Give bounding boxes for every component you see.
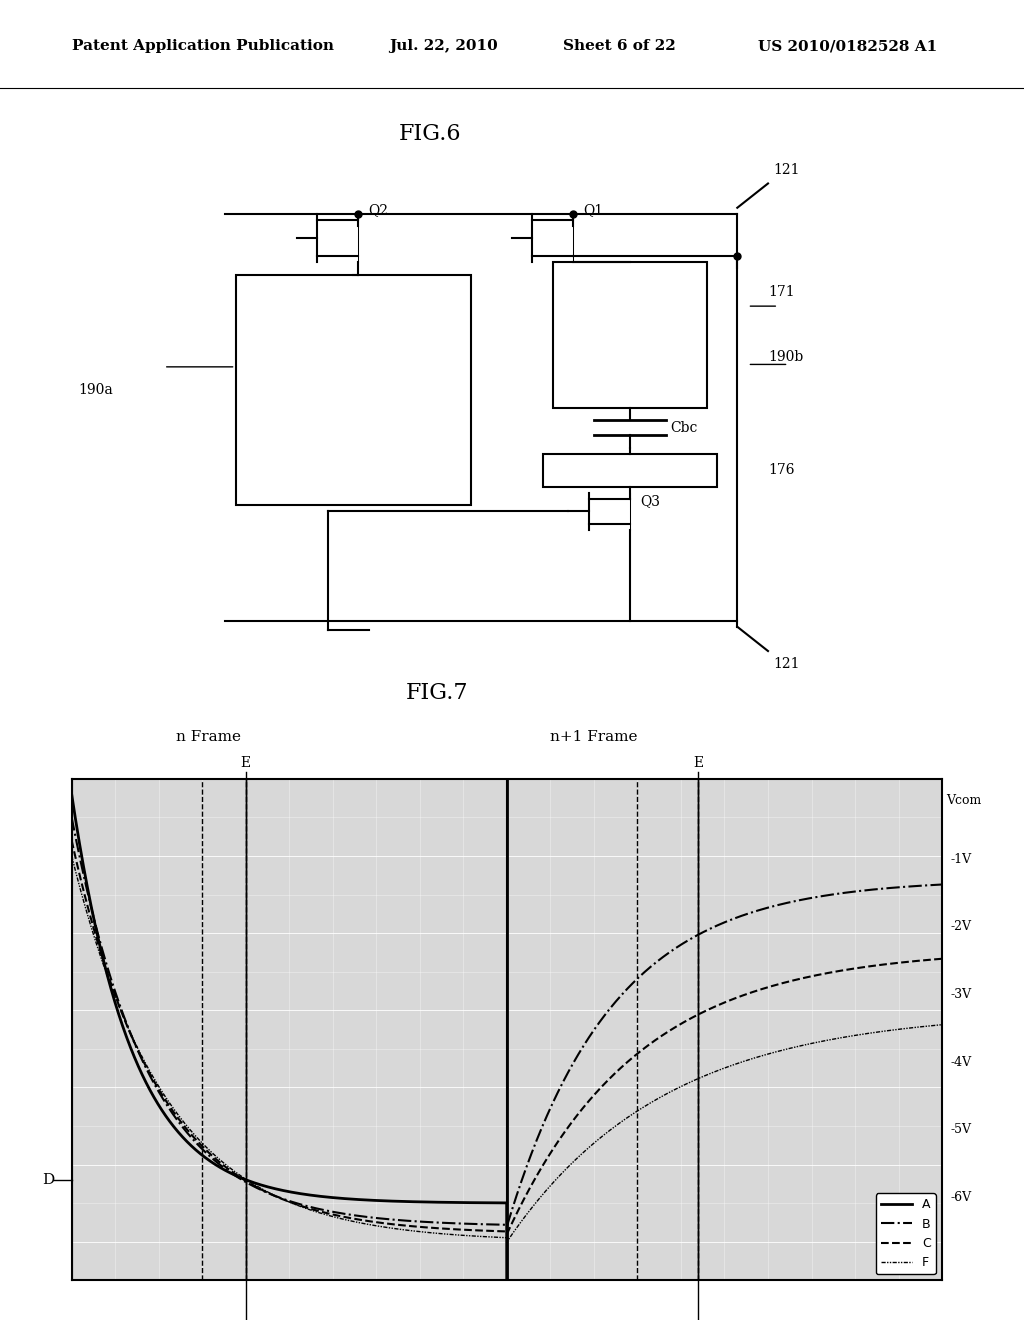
Bar	[543, 454, 717, 487]
F	[936, 1016, 948, 1032]
F	[466, 1228, 478, 1243]
Text: Cbc: Cbc	[671, 421, 698, 434]
A	[466, 1195, 478, 1210]
Text: D: D	[42, 1173, 54, 1187]
B	[910, 878, 923, 894]
Line: B: B	[72, 817, 942, 1226]
F	[911, 1019, 924, 1035]
Text: FIG.6: FIG.6	[398, 123, 462, 145]
F	[110, 991, 122, 1007]
C	[501, 1226, 513, 1242]
B	[66, 809, 78, 825]
Line: A: A	[72, 795, 942, 1320]
Text: Jul. 22, 2010: Jul. 22, 2010	[389, 40, 498, 53]
C	[910, 953, 923, 969]
Text: -1V: -1V	[950, 853, 971, 866]
B	[488, 1217, 501, 1233]
Text: Sheet 6 of 22: Sheet 6 of 22	[563, 40, 676, 53]
Text: 190a: 190a	[78, 383, 113, 397]
C	[110, 990, 122, 1006]
C	[488, 1224, 501, 1239]
Text: Vcom: Vcom	[946, 793, 981, 807]
A	[911, 1275, 924, 1291]
Legend: A, B, C, F: A, B, C, F	[876, 1193, 936, 1274]
C	[466, 1222, 478, 1238]
Text: E: E	[241, 756, 251, 770]
Text: n+1 Frame: n+1 Frame	[550, 730, 638, 743]
C	[752, 982, 764, 998]
Bar	[553, 263, 707, 408]
Text: 121: 121	[773, 657, 800, 671]
A	[752, 1292, 764, 1308]
B	[936, 876, 948, 892]
F	[66, 847, 78, 863]
Text: n Frame: n Frame	[176, 730, 241, 743]
Text: Patent Application Publication: Patent Application Publication	[72, 40, 334, 53]
A	[110, 998, 122, 1014]
A	[66, 787, 78, 803]
Line: C: C	[72, 841, 942, 1234]
B	[752, 903, 764, 919]
C	[66, 833, 78, 849]
Text: Q1: Q1	[584, 203, 604, 216]
B	[911, 878, 924, 894]
Text: -6V: -6V	[950, 1191, 971, 1204]
A	[488, 1195, 501, 1210]
Text: E: E	[693, 756, 703, 770]
F	[752, 1049, 764, 1065]
Text: -4V: -4V	[950, 1056, 971, 1069]
Bar	[236, 275, 471, 506]
C	[911, 953, 924, 969]
C	[936, 950, 948, 966]
Text: -5V: -5V	[950, 1123, 971, 1137]
A	[910, 1275, 923, 1291]
B	[110, 986, 122, 1002]
Text: Q3: Q3	[640, 494, 660, 508]
B	[466, 1216, 478, 1232]
Text: 171: 171	[768, 285, 795, 298]
F	[488, 1229, 501, 1245]
F	[501, 1234, 513, 1250]
Text: 121: 121	[773, 164, 800, 177]
Text: 190b: 190b	[768, 350, 803, 364]
B	[501, 1218, 513, 1234]
Text: 176: 176	[768, 463, 795, 478]
Line: F: F	[72, 855, 942, 1242]
F	[910, 1019, 923, 1035]
Text: Q2: Q2	[369, 203, 389, 216]
Text: -3V: -3V	[950, 987, 971, 1001]
Text: US 2010/0182528 A1: US 2010/0182528 A1	[758, 40, 937, 53]
Text: -2V: -2V	[950, 920, 971, 933]
Text: FIG.7: FIG.7	[406, 682, 469, 704]
A	[936, 1275, 948, 1291]
